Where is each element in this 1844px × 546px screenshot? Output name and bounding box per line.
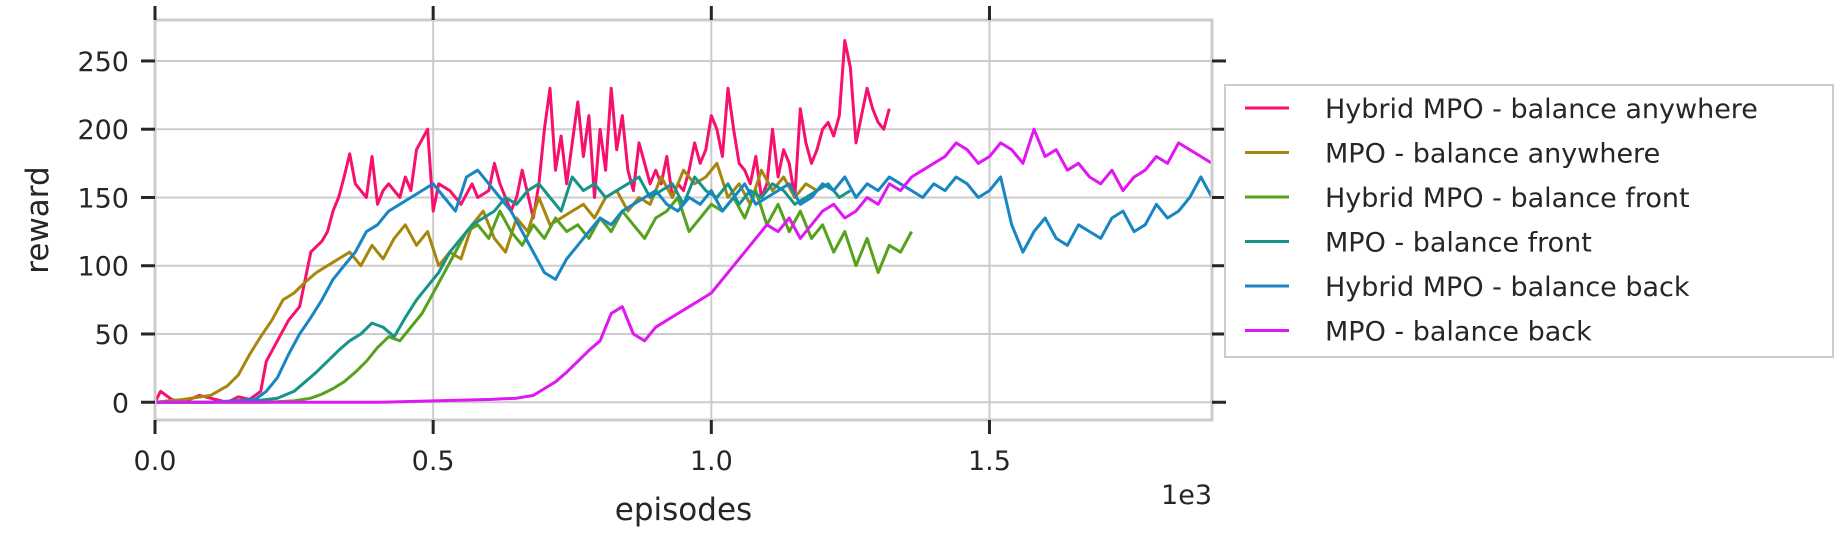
legend-box: [1224, 84, 1834, 358]
legend: Hybrid MPO - balance anywhere MPO - balan…: [1224, 84, 1834, 358]
legend-label: Hybrid MPO - balance back: [1325, 272, 1690, 303]
legend-label: MPO - balance anywhere: [1325, 139, 1660, 170]
x-tick-label: 0.5: [412, 446, 455, 477]
series-layer: [153, 39, 1214, 404]
plot-frame: [153, 18, 1214, 422]
legend-label: MPO - balance back: [1325, 317, 1592, 348]
x-tick-label: 0.0: [134, 446, 177, 477]
x-axis-multiplier: 1e3: [1161, 480, 1212, 511]
x-axis-label: episodes: [615, 492, 752, 528]
y-tick-label: 250: [77, 47, 129, 78]
legend-label: Hybrid MPO - balance anywhere: [1325, 94, 1758, 125]
series-line-4: [155, 175, 852, 404]
tick-labels: 0.0 0.5 1.0 1.5 0 50 100 150 200 250: [77, 47, 1010, 477]
series-line-5: [155, 168, 1214, 404]
grid: [154, 20, 1212, 420]
y-tick-label: 50: [95, 320, 129, 351]
y-tick-label: 100: [77, 252, 129, 283]
series-line-3: [155, 189, 913, 404]
x-tick-label: 1.5: [968, 446, 1011, 477]
series-line-6: [155, 127, 1213, 404]
y-tick-label: 0: [112, 388, 129, 419]
y-tick-label: 200: [77, 115, 129, 146]
y-tick-label: 150: [77, 183, 129, 214]
series-line-2: [154, 161, 818, 404]
series-line-1: [153, 39, 891, 404]
ticks: [141, 6, 1226, 434]
legend-label: MPO - balance front: [1325, 228, 1592, 259]
x-tick-label: 1.0: [690, 446, 733, 477]
y-axis-label: reward: [20, 166, 56, 273]
legend-label: Hybrid MPO - balance front: [1325, 183, 1690, 214]
